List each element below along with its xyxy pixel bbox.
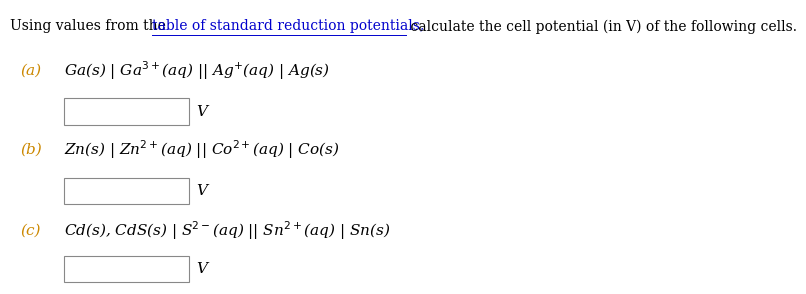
- FancyBboxPatch shape: [64, 98, 189, 125]
- Text: calculate the cell potential (in V) of the following cells.: calculate the cell potential (in V) of t…: [406, 19, 797, 34]
- Text: (c): (c): [20, 224, 40, 238]
- Text: Using values from the: Using values from the: [10, 19, 171, 33]
- Text: Ga(s) | Ga$^{3+}$(aq) || Ag$^{+}$(aq) | Ag(s): Ga(s) | Ga$^{3+}$(aq) || Ag$^{+}$(aq) | …: [64, 59, 330, 82]
- Text: V: V: [196, 105, 207, 119]
- Text: V: V: [196, 184, 207, 198]
- Text: (b): (b): [20, 143, 42, 157]
- FancyBboxPatch shape: [64, 178, 189, 204]
- Text: (a): (a): [20, 64, 41, 78]
- FancyBboxPatch shape: [64, 256, 189, 282]
- Text: table of standard reduction potentials,: table of standard reduction potentials,: [152, 19, 424, 33]
- Text: Cd(s), CdS(s) | S$^{2-}$(aq) || Sn$^{2+}$(aq) | Sn(s): Cd(s), CdS(s) | S$^{2-}$(aq) || Sn$^{2+}…: [64, 219, 391, 242]
- Text: Zn(s) | Zn$^{2+}$(aq) || Co$^{2+}$(aq) | Co(s): Zn(s) | Zn$^{2+}$(aq) || Co$^{2+}$(aq) |…: [64, 138, 340, 161]
- Text: V: V: [196, 262, 207, 276]
